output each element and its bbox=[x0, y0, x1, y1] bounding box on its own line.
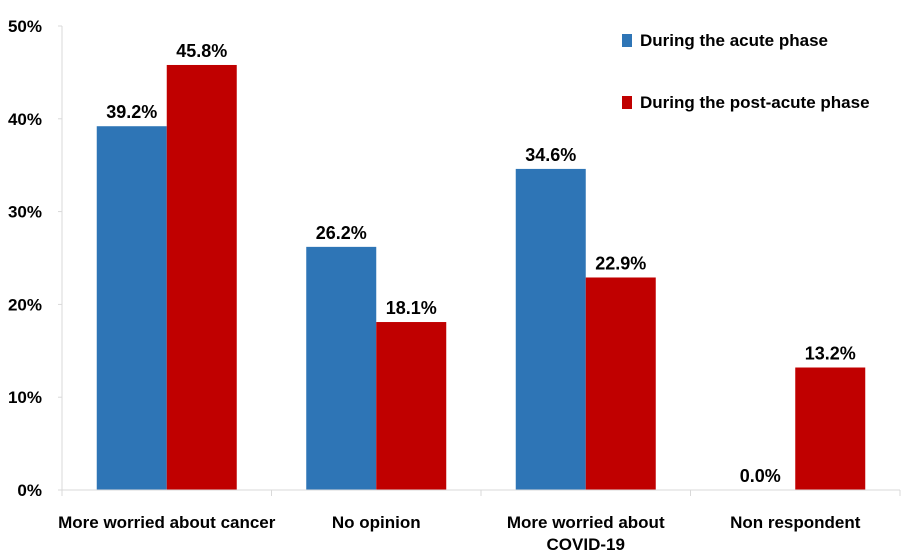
y-tick-label: 40% bbox=[8, 110, 42, 129]
bar bbox=[795, 367, 866, 490]
data-label: 18.1% bbox=[386, 298, 437, 318]
y-tick-label: 20% bbox=[8, 295, 42, 314]
x-category-label: No opinion bbox=[332, 513, 421, 532]
bar bbox=[306, 246, 377, 490]
bar bbox=[585, 277, 656, 490]
data-label: 45.8% bbox=[176, 41, 227, 61]
x-axis: More worried about cancer No opinion More … bbox=[58, 489, 901, 554]
y-tick-label: 50% bbox=[8, 17, 42, 36]
y-axis: 0% 10% 20% 30% 40% 50% bbox=[8, 17, 63, 500]
data-label: 34.6% bbox=[525, 145, 576, 165]
y-tick-label: 10% bbox=[8, 388, 42, 407]
y-tick-label: 30% bbox=[8, 203, 42, 222]
bar-series: 39.2% 26.2% 34.6% 0.0% 45.8% 18.1% 22.9% 13.2% bbox=[96, 41, 866, 491]
legend: During the acute phase During the post-ac… bbox=[622, 31, 870, 112]
data-label: 22.9% bbox=[595, 253, 646, 273]
data-label: 0.0% bbox=[740, 466, 781, 486]
bar bbox=[376, 322, 447, 490]
x-category-label: More worried about COVID-19 bbox=[507, 513, 665, 554]
legend-swatch bbox=[622, 96, 632, 109]
bar bbox=[166, 64, 237, 490]
data-label: 26.2% bbox=[316, 223, 367, 243]
bar bbox=[96, 126, 167, 490]
legend-label: During the acute phase bbox=[640, 31, 828, 50]
legend-swatch bbox=[622, 34, 632, 47]
legend-label: During the post-acute phase bbox=[640, 93, 870, 112]
x-category-label: Non respondent bbox=[730, 513, 861, 532]
data-label: 39.2% bbox=[106, 102, 157, 122]
y-tick-label: 0% bbox=[17, 481, 42, 500]
data-label: 13.2% bbox=[805, 344, 856, 364]
bar bbox=[515, 168, 586, 491]
x-category-label: More worried about cancer bbox=[58, 513, 276, 532]
